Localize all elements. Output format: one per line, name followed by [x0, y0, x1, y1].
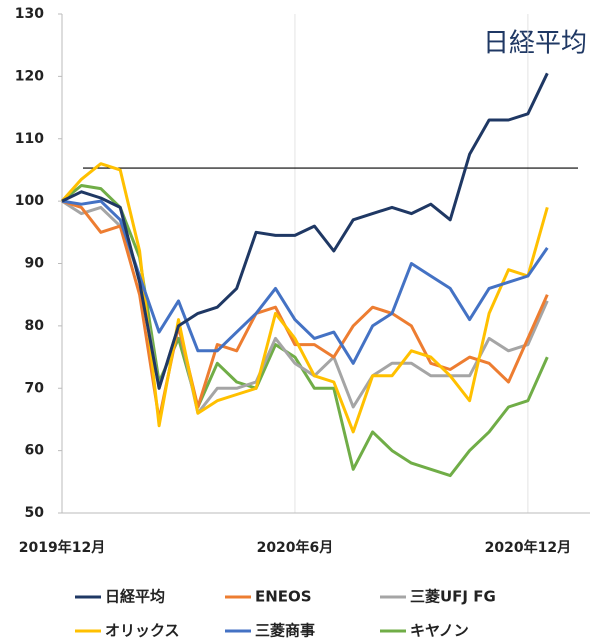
y-tick-label: 110 — [15, 131, 44, 147]
y-tick-label: 50 — [25, 505, 45, 521]
series-line — [61, 199, 549, 421]
legend-label: ENEOS — [255, 588, 312, 606]
y-tick-label: 60 — [25, 443, 45, 459]
x-tick-label: 2019年12月 — [19, 539, 105, 556]
y-tick-label: 130 — [15, 6, 44, 22]
y-tick-label: 100 — [15, 193, 44, 209]
y-tick-label: 120 — [15, 68, 44, 84]
legend-label: 三菱商事 — [255, 622, 315, 640]
legend-label: 三菱UFJ FG — [410, 588, 496, 606]
legend-label: 日経平均 — [105, 588, 165, 606]
series-line — [61, 72, 549, 390]
legend-label: キヤノン — [410, 622, 469, 640]
legend-label: オリックス — [105, 622, 180, 640]
y-tick-label: 70 — [25, 380, 45, 396]
x-tick-label: 2020年6月 — [257, 539, 334, 556]
y-tick-label: 80 — [25, 318, 45, 334]
x-tick-label: 2020年12月 — [485, 539, 571, 556]
annotation: 日経平均 — [483, 29, 587, 59]
series-line — [60, 162, 549, 434]
series-line — [61, 199, 549, 365]
y-tick-label: 90 — [25, 256, 45, 272]
